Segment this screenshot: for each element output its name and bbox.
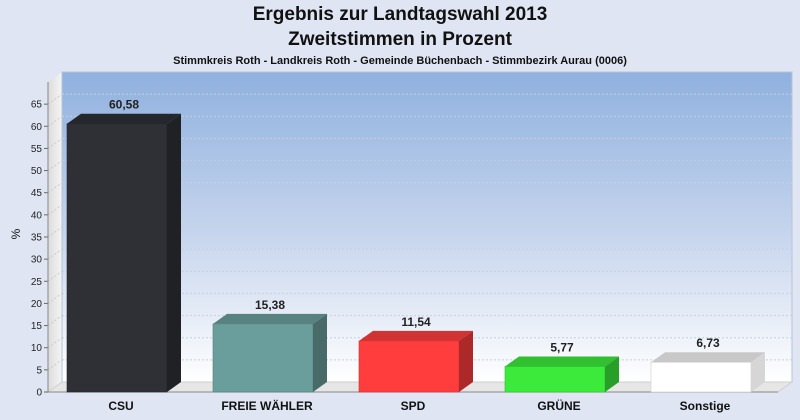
y-tick-label: 5 bbox=[36, 365, 42, 376]
y-tick-label: 45 bbox=[31, 188, 43, 199]
y-tick-label: 65 bbox=[31, 100, 43, 111]
bar-front bbox=[212, 323, 314, 393]
y-tick-label: 50 bbox=[31, 166, 43, 177]
bar-side bbox=[313, 313, 327, 392]
x-tick-label: GRÜNE bbox=[537, 398, 580, 413]
y-axis-label: % bbox=[9, 228, 23, 239]
gridline-depth bbox=[47, 315, 63, 326]
gridline-depth bbox=[47, 204, 63, 216]
bar-front bbox=[650, 361, 752, 393]
gridline-depth bbox=[47, 337, 63, 349]
x-tick-label: CSU bbox=[108, 399, 133, 413]
bar bbox=[504, 356, 619, 393]
bar-front bbox=[66, 123, 168, 393]
y-tick-label: 55 bbox=[31, 144, 43, 155]
bar bbox=[212, 313, 327, 393]
y-tick-label: 25 bbox=[31, 277, 43, 288]
gridline-depth bbox=[47, 270, 63, 282]
gridline-depth bbox=[47, 138, 63, 149]
bar-front bbox=[504, 366, 606, 393]
gridline-depth bbox=[47, 248, 63, 260]
bar bbox=[650, 352, 765, 393]
gridline-depth bbox=[47, 160, 63, 171]
data-label: 11,54 bbox=[401, 315, 431, 329]
bar-top bbox=[359, 330, 473, 341]
y-tick-label: 15 bbox=[31, 321, 43, 332]
chart-subtitle: Zweitstimmen in Prozent bbox=[288, 29, 512, 50]
data-label: 60,58 bbox=[109, 98, 139, 112]
x-tick-label: SPD bbox=[401, 399, 426, 413]
gridline-depth bbox=[47, 359, 63, 371]
bar-side bbox=[459, 330, 473, 392]
gridline-depth bbox=[47, 226, 63, 238]
x-tick-label: FREIE WÄHLER bbox=[221, 398, 313, 413]
gridline-depth bbox=[47, 115, 63, 127]
bar bbox=[358, 330, 473, 393]
gridline-depth bbox=[47, 93, 63, 105]
y-tick-label: 60 bbox=[31, 122, 43, 133]
bar-side bbox=[167, 113, 181, 393]
y-tick-label: 10 bbox=[31, 343, 43, 354]
bar-top bbox=[213, 313, 327, 324]
data-label: 5,77 bbox=[550, 340, 574, 354]
bar-side bbox=[605, 356, 619, 392]
bar-top bbox=[505, 356, 619, 367]
chart-title: Ergebnis zur Landtagswahl 2013 bbox=[252, 4, 548, 25]
data-label: 6,73 bbox=[696, 336, 720, 350]
bar-front bbox=[358, 340, 460, 393]
gridline-depth bbox=[47, 182, 63, 194]
bar-side bbox=[751, 352, 765, 392]
y-tick-label: 20 bbox=[31, 299, 43, 310]
gridline-depth bbox=[47, 293, 63, 304]
x-tick-label: Sonstige bbox=[680, 399, 731, 413]
bar bbox=[66, 113, 181, 393]
y-tick-label: 35 bbox=[31, 233, 43, 244]
bar-top bbox=[67, 113, 181, 124]
data-label: 15,38 bbox=[255, 298, 285, 312]
chart-caption: Stimmkreis Roth - Landkreis Roth - Gemei… bbox=[173, 55, 627, 67]
y-tick-label: 30 bbox=[31, 255, 43, 266]
y-tick-label: 40 bbox=[31, 210, 43, 221]
y-tick-label: 0 bbox=[36, 388, 42, 399]
bar-top bbox=[651, 352, 765, 363]
